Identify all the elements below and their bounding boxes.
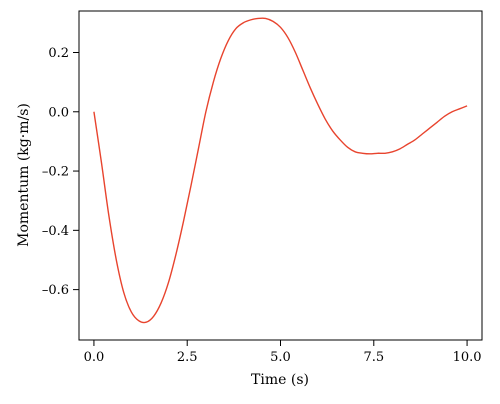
series-group — [93, 17, 468, 324]
x-tick-label: 5.0 — [270, 350, 291, 365]
y-axis-title: Momentum (kg·m/s) — [16, 103, 32, 247]
y-tick-label: –0.4 — [42, 224, 69, 239]
y-axis-ticks: 0.2 0.0 –0.2 –0.4 –0.6 — [42, 46, 79, 298]
x-tick-label: 0.0 — [84, 350, 105, 365]
x-tick-label: 2.5 — [177, 350, 198, 365]
x-tick-label: 7.5 — [363, 350, 384, 365]
x-axis-ticks: 0.0 2.5 5.0 7.5 10.0 — [84, 340, 482, 365]
plot-frame — [78, 10, 483, 341]
y-tick-label: 0.0 — [48, 105, 69, 120]
y-tick-label: 0.2 — [48, 46, 69, 61]
x-tick-label: 10.0 — [453, 350, 482, 365]
y-tick-label: –0.2 — [42, 165, 69, 180]
momentum-series-line — [93, 17, 468, 324]
x-axis-title: Time (s) — [251, 372, 309, 388]
y-tick-label: –0.6 — [42, 283, 69, 298]
